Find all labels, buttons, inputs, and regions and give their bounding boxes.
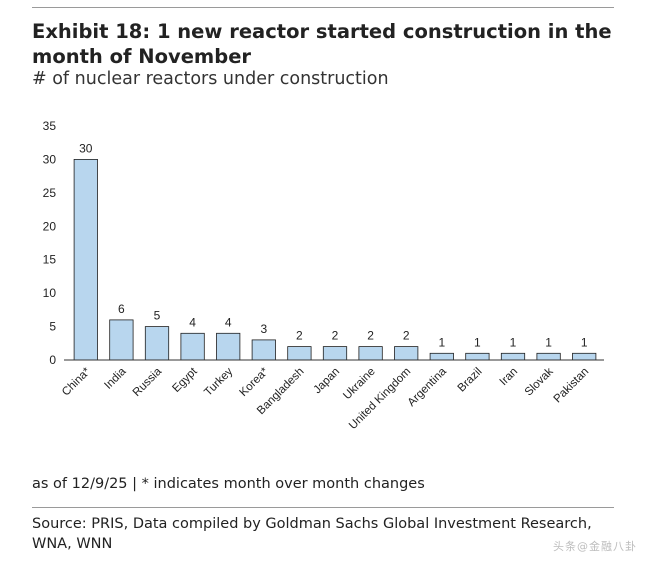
bar xyxy=(180,332,205,361)
value-label: 30 xyxy=(79,141,93,155)
y-tick-label: 35 xyxy=(43,119,57,133)
category-labels: China* India Russia Egypt Turkey Korea*Bangla… xyxy=(60,365,591,432)
value-label: 4 xyxy=(225,315,232,329)
top-rule xyxy=(32,7,614,8)
bar xyxy=(394,346,419,361)
y-tick-label: 15 xyxy=(43,253,57,267)
y-tick-label: 25 xyxy=(43,186,57,200)
y-tick-label: 0 xyxy=(49,353,56,367)
category-label: Turkey xyxy=(202,365,235,398)
bar xyxy=(572,352,597,361)
value-label: 6 xyxy=(118,302,125,316)
value-label: 5 xyxy=(154,309,161,323)
bar xyxy=(251,339,276,361)
value-labels: 30 6 5 4 4 3 2 2 2 2 1 1 1 1 1 xyxy=(79,141,588,349)
category-label: Pakistan xyxy=(552,366,592,406)
value-label: 1 xyxy=(581,335,588,349)
value-label: 1 xyxy=(438,335,445,349)
category-label: Egypt xyxy=(170,365,200,395)
bar xyxy=(429,352,454,361)
category-label: Korea* xyxy=(238,365,272,399)
y-tick-label: 10 xyxy=(43,286,57,300)
category-label: Japan xyxy=(311,366,342,397)
value-label: 4 xyxy=(189,315,196,329)
category-label: Ukraine xyxy=(341,366,378,403)
category-label: Iran xyxy=(498,366,521,389)
bar xyxy=(500,352,526,361)
category-label: India xyxy=(102,365,129,392)
bar xyxy=(287,346,312,361)
category-label: United Kingdom xyxy=(347,366,413,432)
bar xyxy=(109,319,134,361)
value-label: 1 xyxy=(474,335,481,349)
value-label: 1 xyxy=(545,335,552,349)
bar-chart: 0 5 10 15 20 25 30 35 30 6 5 4 4 3 2 2 2 2 1 1 1 1 1 China* In… xyxy=(43,119,604,432)
bar xyxy=(322,346,348,361)
category-label: Slovak xyxy=(523,365,556,398)
chart-subtitle: # of nuclear reactors under construction xyxy=(32,69,389,89)
y-tick-label: 20 xyxy=(43,219,57,233)
value-label: 3 xyxy=(260,322,267,336)
value-label: 2 xyxy=(332,329,339,343)
bar xyxy=(216,332,241,361)
y-tick-label: 30 xyxy=(43,152,57,166)
y-axis-ticks: 0 5 10 15 20 25 30 35 xyxy=(43,119,57,367)
bar xyxy=(358,346,383,361)
value-label: 2 xyxy=(367,329,374,343)
category-label: China* xyxy=(60,365,93,398)
category-label: Brazil xyxy=(456,366,485,395)
bar xyxy=(465,352,490,361)
category-label: Russia xyxy=(131,365,165,399)
as-of-note: as of 12/9/25 | * indicates month over m… xyxy=(32,476,425,492)
bottom-rule xyxy=(32,507,614,508)
chart-title: Exhibit 18: 1 new reactor started constr… xyxy=(32,20,612,68)
source-note: Source: PRIS, Data compiled by Goldman S… xyxy=(32,516,592,552)
y-tick-label: 5 xyxy=(49,320,56,334)
bars xyxy=(73,159,597,361)
watermark: 头条@金融八卦 xyxy=(553,540,637,553)
value-label: 2 xyxy=(403,329,410,343)
bar xyxy=(536,352,561,361)
value-label: 2 xyxy=(296,329,303,343)
bar xyxy=(73,159,98,361)
category-label: Argentina xyxy=(406,365,450,409)
value-label: 1 xyxy=(510,335,517,349)
bar xyxy=(144,326,170,361)
